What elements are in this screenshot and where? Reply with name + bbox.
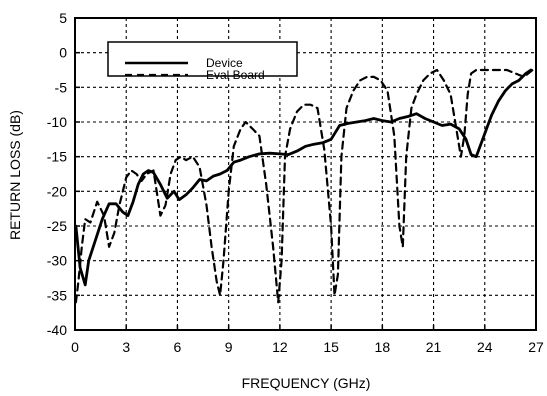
y-tick-label: 5: [59, 10, 67, 26]
y-tick-label: 0: [59, 45, 67, 61]
y-tick-label: -10: [47, 114, 67, 130]
y-tick-label: -20: [47, 183, 67, 199]
series-line-device: [74, 68, 533, 287]
x-axis-label: FREQUENCY (GHz): [242, 375, 371, 391]
x-tick-label: 12: [272, 339, 288, 355]
y-tick-labels: 5 0 -5 -10 -15 -20 -25 -30 -35 -40: [47, 10, 67, 338]
series-line-eval-board: [74, 68, 534, 304]
x-tick-label: 3: [122, 339, 130, 355]
y-axis-label: RETURN LOSS (dB): [7, 110, 23, 240]
legend: Device Eval Board: [107, 41, 298, 82]
x-tick-label: 0: [71, 339, 79, 355]
plot-frame: [74, 17, 537, 331]
legend-box: [107, 41, 298, 77]
x-tick-label: 9: [225, 339, 233, 355]
legend-label-eval-board: Eval Board: [206, 68, 265, 82]
y-tick-label: -15: [47, 149, 67, 165]
x-tick-label: 18: [375, 339, 391, 355]
y-tick-label: -40: [47, 322, 67, 338]
y-tick-label: -35: [47, 287, 67, 303]
x-tick-label: 6: [174, 339, 182, 355]
x-tick-label: 27: [528, 339, 544, 355]
x-tick-label: 21: [426, 339, 442, 355]
grid-lines: [75, 18, 536, 330]
x-tick-labels: 0 3 6 9 12 15 18 21 24 27: [71, 339, 544, 355]
y-tick-label: -25: [47, 218, 67, 234]
series-lines: [74, 68, 534, 304]
x-tick-label: 15: [323, 339, 339, 355]
y-tick-label: -5: [55, 79, 68, 95]
legend-label-device: Device: [206, 56, 243, 70]
axis-ticks: [74, 17, 537, 331]
y-tick-label: -30: [47, 253, 67, 269]
x-tick-label: 24: [477, 339, 493, 355]
